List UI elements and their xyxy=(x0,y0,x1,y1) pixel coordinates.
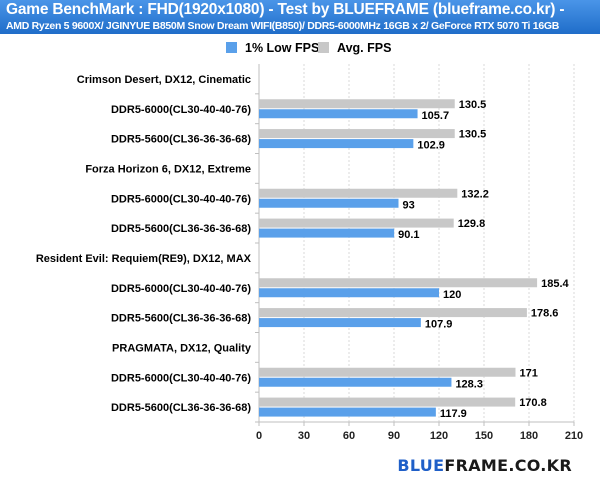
brand-logo: BLUEFRAME.CO.KR xyxy=(397,456,572,475)
x-tick-label: 30 xyxy=(298,430,310,442)
category-label: DDR5-6000(CL30-40-40-76) xyxy=(111,104,251,116)
bar-avg xyxy=(259,308,527,318)
group-label: PRAGMATA, DX12, Quality xyxy=(112,342,252,354)
header-banner: Game BenchMark : FHD(1920x1080) - Test b… xyxy=(0,0,600,34)
group-label: Crimson Desert, DX12, Cinematic xyxy=(77,74,251,86)
data-label-low: 107.9 xyxy=(425,319,453,331)
data-label-avg: 132.2 xyxy=(461,188,489,200)
category-label: DDR5-5600(CL36-36-36-68) xyxy=(111,313,251,325)
x-tick-label: 150 xyxy=(475,430,493,442)
bar-avg xyxy=(259,188,458,198)
category-label: DDR5-5600(CL36-36-36-68) xyxy=(111,223,251,235)
x-tick-label: 180 xyxy=(520,430,538,442)
category-label: DDR5-5600(CL36-36-36-68) xyxy=(111,134,251,146)
bar-avg xyxy=(259,367,516,377)
x-tick-label: 90 xyxy=(388,430,400,442)
bar-low xyxy=(259,139,414,149)
legend-swatch-low xyxy=(226,42,237,53)
bar-low xyxy=(259,377,452,387)
x-tick-label: 0 xyxy=(256,430,262,442)
data-label-low: 105.7 xyxy=(422,110,450,122)
data-label-avg: 130.5 xyxy=(459,129,487,141)
brand-logo-part2: FRAME.CO.KR xyxy=(444,456,572,475)
bar-low xyxy=(259,288,439,298)
brand-logo-part1: BLUE xyxy=(397,456,445,475)
bar-low xyxy=(259,109,418,119)
bar-low xyxy=(259,318,421,328)
data-label-low: 117.9 xyxy=(440,408,467,420)
bar-low xyxy=(259,198,399,208)
legend-label-avg: Avg. FPS xyxy=(337,41,391,55)
benchmark-bar-chart: 1% Low FPS Avg. FPS 0 30 60 90 120 150 180 210 Cri… xyxy=(36,41,583,442)
bar-avg xyxy=(259,397,516,407)
bar-avg xyxy=(259,129,455,139)
x-tick-label: 60 xyxy=(343,430,355,442)
bar-avg xyxy=(259,99,455,109)
data-label-low: 93 xyxy=(403,199,415,211)
data-label-avg: 178.6 xyxy=(531,308,559,320)
x-tick-label: 210 xyxy=(565,430,583,442)
bar-low xyxy=(259,407,436,417)
bar-avg xyxy=(259,278,538,288)
page-title: Game BenchMark : FHD(1920x1080) - Test b… xyxy=(6,1,565,18)
legend-label-low: 1% Low FPS xyxy=(245,41,319,55)
data-label-low: 90.1 xyxy=(398,229,419,241)
bar-avg xyxy=(259,218,454,228)
legend-swatch-avg xyxy=(318,42,329,53)
group-label: Forza Horizon 6, DX12, Extreme xyxy=(85,163,251,175)
category-label: DDR5-6000(CL30-40-40-76) xyxy=(111,372,251,384)
data-label-avg: 130.5 xyxy=(459,99,487,111)
category-label: DDR5-6000(CL30-40-40-76) xyxy=(111,283,251,295)
category-label: DDR5-5600(CL36-36-36-68) xyxy=(111,402,251,414)
data-label-avg: 129.8 xyxy=(458,218,486,230)
data-label-avg: 185.4 xyxy=(541,278,569,290)
category-label: DDR5-6000(CL30-40-40-76) xyxy=(111,193,251,205)
data-label-low: 128.3 xyxy=(455,378,483,390)
system-spec-subtitle: AMD Ryzen 5 9600X/ JGINYUE B850M Snow Dr… xyxy=(6,20,560,32)
x-tick-label: 120 xyxy=(430,430,448,442)
data-label-avg: 171 xyxy=(520,367,538,379)
data-label-low: 102.9 xyxy=(417,140,445,152)
bar-low xyxy=(259,228,395,238)
data-label-avg: 170.8 xyxy=(519,397,547,409)
data-label-low: 120 xyxy=(443,289,461,301)
group-label: Resident Evil: Requiem(RE9), DX12, MAX xyxy=(36,253,252,265)
